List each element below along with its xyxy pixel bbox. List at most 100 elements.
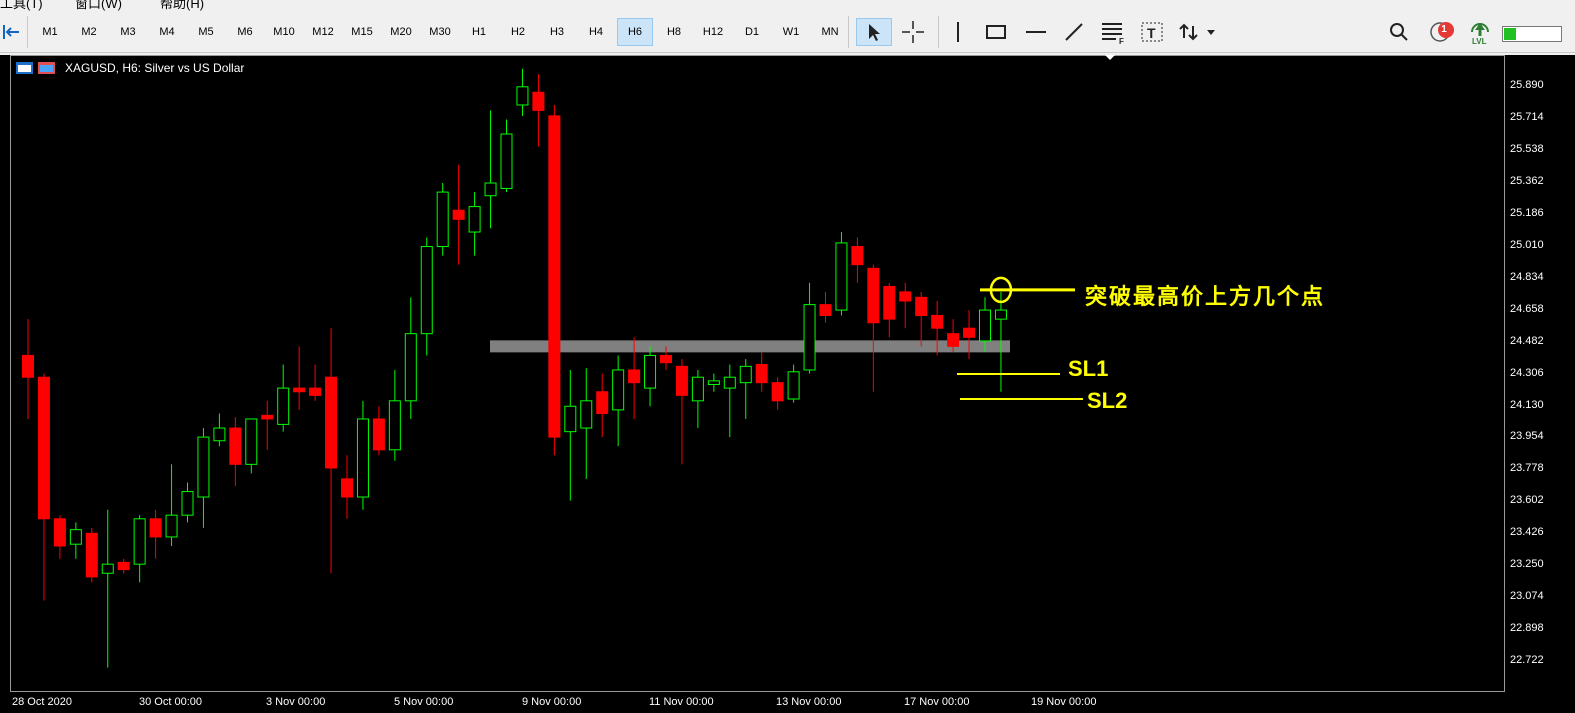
timeframe-h8-button[interactable]: H8 <box>666 26 682 38</box>
price-axis-label: 25.538 <box>1510 142 1544 155</box>
price-axis-label: 25.010 <box>1510 238 1544 251</box>
time-axis-label: 17 Nov 00:00 <box>904 696 970 708</box>
bell-icon <box>1430 22 1454 42</box>
trendline-tool-button[interactable] <box>1058 18 1090 46</box>
timeframe-d1-button[interactable]: D1 <box>744 26 760 38</box>
timeframe-h2-button[interactable]: H2 <box>510 26 526 38</box>
timeframe-h6-button[interactable]: H6 <box>617 18 653 46</box>
arrows-icon <box>1179 23 1215 41</box>
price-axis <box>1505 55 1575 713</box>
time-axis-label: 30 Oct 00:00 <box>139 696 202 708</box>
menu-tools[interactable]: 工具(T) <box>0 0 43 11</box>
price-axis-label: 25.714 <box>1510 110 1544 123</box>
price-axis-label: 23.954 <box>1510 430 1544 443</box>
timeframe-m12-button[interactable]: M12 <box>312 26 334 38</box>
connection-status-fill <box>1504 28 1516 40</box>
menu-window[interactable]: 窗口(W) <box>75 0 122 11</box>
cursor-arrow-icon <box>869 24 880 41</box>
text-label-icon: T <box>1141 22 1163 42</box>
arrow-left-bar-icon <box>3 25 19 39</box>
horizontal-line-icon <box>1026 31 1046 33</box>
timeframe-h4-button[interactable]: H4 <box>588 26 604 38</box>
price-axis-label: 23.778 <box>1510 462 1544 475</box>
chart-plot-area[interactable] <box>10 55 1505 692</box>
fibonacci-tool-button[interactable]: F <box>1096 18 1130 46</box>
price-axis-label: 25.186 <box>1510 206 1544 219</box>
price-axis-label: 24.834 <box>1510 270 1544 283</box>
price-axis-label: 23.250 <box>1510 558 1544 571</box>
toolbar-separator <box>848 16 849 48</box>
timeframe-m1-button[interactable]: M1 <box>42 26 58 38</box>
price-axis-label: 22.898 <box>1510 622 1544 635</box>
timeframe-m10-button[interactable]: M10 <box>273 26 295 38</box>
notification-count-badge: 1 <box>1441 24 1447 35</box>
time-axis-label: 3 Nov 00:00 <box>266 696 326 708</box>
trendline-icon <box>1065 23 1083 41</box>
price-axis-label: 24.130 <box>1510 398 1544 411</box>
price-axis-label: 24.482 <box>1510 334 1544 347</box>
breakout-annotation: 突破最高价上方几个点 <box>1085 284 1326 310</box>
time-axis-label: 11 Nov 00:00 <box>649 696 714 708</box>
svg-text:F: F <box>1119 37 1124 45</box>
timeframe-m15-button[interactable]: M15 <box>351 26 373 38</box>
toolbar: F T 1 LVL M1 M2 M3 M4 M5 M6 M10 M12 M <box>0 12 1575 53</box>
signal-arrow-icon <box>1471 23 1489 36</box>
timeframe-m30-button[interactable]: M30 <box>429 26 451 38</box>
timeframe-m20-button[interactable]: M20 <box>390 26 412 38</box>
svg-text:T: T <box>1147 25 1156 41</box>
price-axis-label: 23.602 <box>1510 494 1544 507</box>
text-label-tool-button[interactable]: T <box>1136 18 1168 46</box>
timeframe-m4-button[interactable]: M4 <box>159 26 175 38</box>
price-axis-label: 25.890 <box>1510 79 1544 91</box>
arrows-dropdown-button[interactable] <box>1174 18 1222 46</box>
timeframe-m6-button[interactable]: M6 <box>237 26 253 38</box>
crosshair-icon <box>902 21 924 43</box>
price-axis-label: 22.722 <box>1510 654 1544 667</box>
timeframe-h12-button[interactable]: H12 <box>702 26 724 38</box>
vertical-line-icon <box>957 22 959 42</box>
chart-title: XAGUSD, H6: Silver vs US Dollar <box>65 61 245 75</box>
time-axis-label: 5 Nov 00:00 <box>394 696 454 708</box>
time-axis-label: 13 Nov 00:00 <box>776 696 842 708</box>
lvl-label: LVL <box>1472 37 1487 46</box>
signals-button[interactable]: LVL <box>1464 18 1496 46</box>
connection-status-bar <box>1502 26 1562 42</box>
timeframe-m3-button[interactable]: M3 <box>120 26 136 38</box>
fibonacci-icon: F <box>1102 23 1124 45</box>
price-axis-label: 24.658 <box>1510 302 1544 315</box>
time-axis-label: 28 Oct 2020 <box>12 696 72 708</box>
timeframe-m5-button[interactable]: M5 <box>198 26 214 38</box>
search-button[interactable] <box>1384 18 1414 46</box>
rectangle-tool-button[interactable] <box>980 18 1012 46</box>
timeframe-w1-button[interactable]: W1 <box>782 26 800 38</box>
toolbar-separator <box>27 16 28 48</box>
search-icon <box>1390 23 1408 41</box>
timeframe-mn-button[interactable]: MN <box>821 26 839 38</box>
chart-window-icons <box>16 61 58 80</box>
price-axis-label: 25.362 <box>1510 174 1544 187</box>
sl1-annotation: SL1 <box>1068 356 1109 381</box>
price-axis-label: 24.306 <box>1510 366 1544 379</box>
price-axis-label: 23.426 <box>1510 526 1544 539</box>
chart-left-margin <box>0 55 10 692</box>
timeframe-m2-button[interactable]: M2 <box>81 26 97 38</box>
crosshair-tool-button[interactable] <box>896 18 930 46</box>
sl2-annotation: SL2 <box>1087 388 1128 413</box>
timeframe-h3-button[interactable]: H3 <box>549 26 565 38</box>
toolbar-separator <box>938 16 939 48</box>
vertical-line-tool-button[interactable] <box>944 18 972 46</box>
menu-help[interactable]: 帮助(H) <box>160 0 205 11</box>
chart-shift-marker[interactable] <box>1105 55 1115 60</box>
notifications-button[interactable]: 1 <box>1424 18 1460 46</box>
time-axis-label: 9 Nov 00:00 <box>522 696 582 708</box>
price-axis-label: 23.074 <box>1510 590 1544 603</box>
menu-bar: 工具(T) 窗口(W) 帮助(H) <box>0 0 1575 12</box>
cursor-tool-button[interactable] <box>856 18 892 46</box>
auto-scroll-button[interactable] <box>0 18 22 46</box>
time-axis <box>0 692 1505 713</box>
timeframe-h1-button[interactable]: H1 <box>471 26 487 38</box>
time-axis-label: 19 Nov 00:00 <box>1031 696 1097 708</box>
rectangle-icon <box>986 25 1006 39</box>
chart-window-icon <box>16 62 55 74</box>
horizontal-line-tool-button[interactable] <box>1020 18 1052 46</box>
